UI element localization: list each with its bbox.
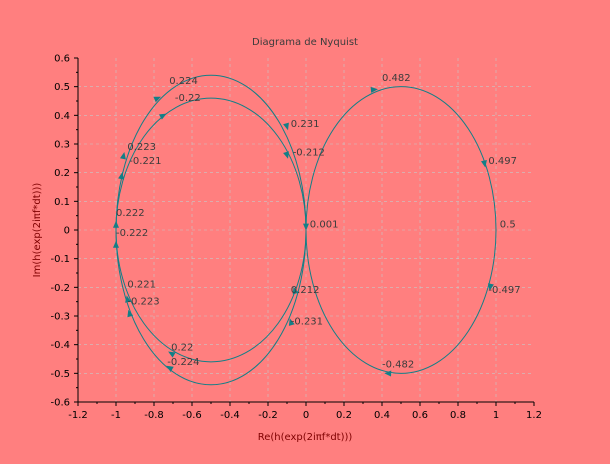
arrow-layer: [113, 86, 494, 377]
y-tick-label: 0.1: [54, 197, 70, 208]
x-tick-label: -1: [111, 410, 121, 421]
x-tick-label: 0.2: [336, 410, 352, 421]
x-axis-label: Re(h(exp(2iπf*dt))): [258, 432, 353, 443]
x-tick-label: -0.4: [220, 410, 240, 421]
x-tick-label: -1.2: [68, 410, 88, 421]
x-tick-label: 0.6: [412, 410, 428, 421]
y-tick-label: 0.2: [54, 168, 70, 179]
frequency-annotation: 0.231: [291, 119, 320, 130]
frequency-annotation: 0.212: [291, 285, 320, 296]
frequency-annotation: 0.223: [127, 142, 156, 153]
y-tick-label: -0.3: [50, 312, 70, 323]
direction-arrow: [120, 152, 126, 160]
x-tick-label: -0.6: [182, 410, 202, 421]
direction-arrow: [292, 286, 299, 295]
axis-layer: -1.2 -1 -0.8 -0.6 -0.4 -0.2 0 0.2 0.4 0.6 0.8 1 1.2 -…: [50, 54, 541, 422]
y-tick-label: -0.2: [50, 283, 70, 294]
frequency-annotation: 0.224: [169, 76, 198, 87]
y-tick-label: 0.6: [54, 54, 70, 65]
direction-arrow: [283, 151, 289, 159]
direction-arrow: [113, 240, 119, 248]
y-tick-label: 0: [64, 226, 70, 237]
direction-arrow: [127, 309, 134, 318]
y-tick-label: -0.1: [50, 254, 70, 265]
y-tick-label: -0.6: [50, 398, 70, 409]
frequency-annotation: 0.22: [171, 343, 193, 354]
direction-arrow: [283, 122, 289, 131]
frequency-annotation: 0.482: [382, 73, 411, 84]
frequency-annotation: -0.224: [167, 357, 199, 368]
frequency-annotation: -0.22: [175, 93, 201, 104]
direction-arrow: [303, 223, 309, 231]
direction-arrow: [168, 351, 176, 358]
direction-arrow: [488, 283, 494, 291]
frequency-annotation: 0.497: [488, 156, 517, 167]
y-tick-label: -0.4: [50, 340, 70, 351]
direction-arrow: [166, 365, 174, 372]
x-tick-label: -0.2: [258, 410, 278, 421]
frequency-annotation: 0.221: [127, 279, 156, 290]
frequency-annotation: -0.231: [291, 317, 323, 328]
annotation-layer: 0.224 -0.22 0.231 -0.212 0.223 -0.221 0.222 -0.…: [116, 73, 521, 371]
direction-arrow: [159, 113, 167, 120]
direction-arrow: [153, 96, 161, 103]
x-tick-label: 0.8: [450, 410, 466, 421]
x-tick-label: 1.2: [526, 410, 542, 421]
frequency-annotation: 0.222: [116, 208, 145, 219]
y-tick-label: 0.5: [54, 82, 70, 93]
x-tick-label: 0: [303, 410, 309, 421]
y-tick-label: 0.4: [54, 111, 70, 122]
x-tick-label: 0.4: [374, 410, 390, 421]
direction-arrow: [125, 295, 131, 303]
direction-arrow: [118, 172, 124, 180]
direction-arrow: [288, 318, 295, 326]
frequency-annotation: -0.212: [293, 148, 325, 159]
direction-arrow: [370, 86, 378, 93]
x-tick-label: 1: [493, 410, 499, 421]
y-axis-label: Im(h(exp(2iπf*dt))): [32, 183, 43, 278]
y-tick-label: -0.5: [50, 369, 70, 380]
frequency-annotation: -0.223: [127, 297, 159, 308]
x-tick-label: -0.8: [144, 410, 164, 421]
direction-arrow: [481, 160, 487, 168]
frequency-annotation: -0.221: [129, 156, 161, 167]
chart-title: Diagrama de Nyquist: [252, 37, 358, 48]
frequency-annotation: 0.001: [310, 219, 339, 230]
frequency-annotation: -0.497: [488, 285, 520, 296]
frequency-annotation: -0.222: [116, 228, 148, 239]
frequency-annotation: 0.5: [500, 219, 516, 230]
frequency-annotation: -0.482: [382, 360, 414, 371]
y-tick-label: 0.3: [54, 140, 70, 151]
direction-arrow: [384, 370, 392, 377]
direction-arrow: [113, 220, 119, 228]
